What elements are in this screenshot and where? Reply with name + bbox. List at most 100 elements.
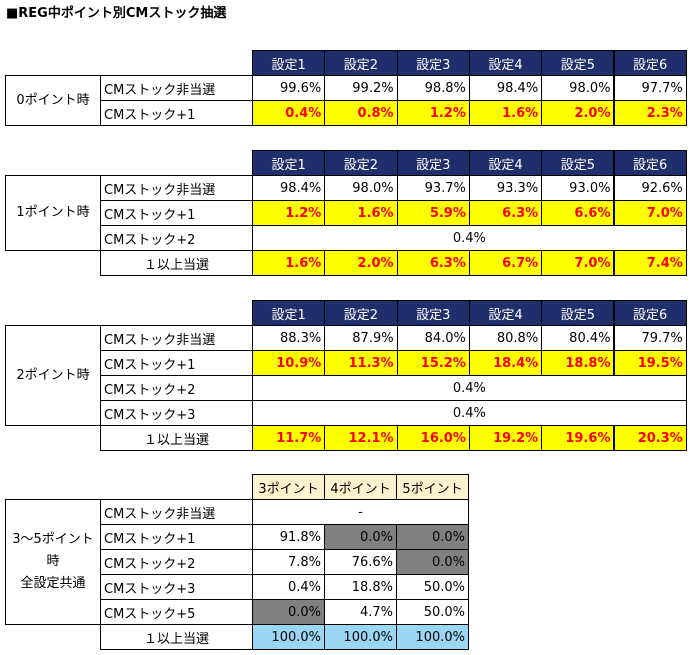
group-label-line: 1ポイント時 <box>16 205 90 220</box>
cell: 0.0% <box>324 524 397 550</box>
cell: 5.9% <box>396 200 470 226</box>
row-label: CMストック非当選 <box>100 499 253 525</box>
cell: 87.9% <box>324 325 398 351</box>
cell: 1.6% <box>252 250 326 276</box>
cell: 76.6% <box>324 549 397 575</box>
column-header: 設定2 <box>324 50 398 76</box>
column-header: 設定1 <box>252 300 326 326</box>
row-label: CMストック+2 <box>100 549 253 575</box>
cell: 19.5% <box>613 350 687 376</box>
row-label: １以上当選 <box>100 425 253 451</box>
column-header: 設定4 <box>468 300 543 326</box>
cell: 18.8% <box>324 574 397 600</box>
cell: 6.3% <box>468 200 543 226</box>
cell: 0.0% <box>396 524 469 550</box>
cell: 18.4% <box>468 350 543 376</box>
cell: 99.2% <box>324 75 398 101</box>
cell: 15.2% <box>396 350 470 376</box>
cell: 1.2% <box>252 200 326 226</box>
cell: 10.9% <box>252 350 326 376</box>
cell: 0.0% <box>396 549 469 575</box>
cell: 92.6% <box>613 175 687 201</box>
cell: 91.8% <box>252 524 325 550</box>
group-label-line: 全設定共通 <box>20 576 86 591</box>
cell: 0.4% <box>252 400 687 426</box>
column-header: 設定3 <box>396 150 470 176</box>
cell: 99.6% <box>252 75 326 101</box>
cell: 98.4% <box>468 75 543 101</box>
cell: 2.3% <box>613 100 687 126</box>
group-label-line: 0ポイント時 <box>16 92 90 108</box>
cell: 19.6% <box>541 425 615 451</box>
cell: 7.8% <box>252 549 325 575</box>
column-header: 設定2 <box>324 300 398 326</box>
cell: 93.7% <box>396 175 470 201</box>
cell: 7.4% <box>613 250 687 276</box>
cell: 0.4% <box>252 100 326 126</box>
cell: 0.4% <box>252 375 687 401</box>
column-header: 設定6 <box>613 300 687 326</box>
row-label: CMストック非当選 <box>100 325 253 351</box>
cell: 100.0% <box>324 624 397 650</box>
column-header: 設定3 <box>396 50 470 76</box>
row-label: CMストック+1 <box>100 350 253 376</box>
cell: 6.6% <box>541 200 615 226</box>
row-label: CMストック非当選 <box>100 175 253 201</box>
cell: 7.0% <box>613 200 687 226</box>
column-header: 設定3 <box>396 300 470 326</box>
cell: 1.2% <box>396 100 470 126</box>
cell: 6.7% <box>468 250 543 276</box>
column-header: 設定4 <box>468 150 543 176</box>
row-label: CMストック非当選 <box>100 75 253 101</box>
cell: 0.0% <box>252 599 325 625</box>
cell: 88.3% <box>252 325 326 351</box>
cell: 2.0% <box>541 100 615 126</box>
cell: 93.3% <box>468 175 543 201</box>
cell: - <box>252 499 469 525</box>
group-label: 3〜5ポイント時 全設定共通 <box>5 499 101 625</box>
cell: 12.1% <box>324 425 398 451</box>
cell: 79.7% <box>613 325 687 351</box>
row-label: １以上当選 <box>100 624 253 650</box>
cell: 2.0% <box>324 250 398 276</box>
cell: 84.0% <box>396 325 470 351</box>
cell: 98.0% <box>324 175 398 201</box>
cell: 80.4% <box>541 325 615 351</box>
cell: 98.8% <box>396 75 470 101</box>
cell: 100.0% <box>252 624 325 650</box>
row-label: CMストック+2 <box>100 225 253 251</box>
cell: 98.4% <box>252 175 326 201</box>
cell: 50.0% <box>396 574 469 600</box>
column-header: 5ポイント <box>396 474 469 500</box>
cell: 11.7% <box>252 425 326 451</box>
group-label: 1ポイント時 <box>5 175 101 251</box>
page-title: ■REG中ポイント別CMストック抽選 <box>6 6 227 21</box>
cell: 0.4% <box>252 225 687 251</box>
cell: 0.8% <box>324 100 398 126</box>
row-label: CMストック+1 <box>100 100 253 126</box>
row-label: CMストック+2 <box>100 375 253 401</box>
row-label: CMストック+1 <box>100 200 253 226</box>
group-label: 0ポイント時 <box>5 75 101 126</box>
column-header: 設定4 <box>468 50 543 76</box>
column-header: 設定6 <box>613 50 687 76</box>
cell: 20.3% <box>613 425 687 451</box>
column-header: 設定6 <box>613 150 687 176</box>
cell: 16.0% <box>396 425 470 451</box>
cell: 6.3% <box>396 250 470 276</box>
row-label: １以上当選 <box>100 250 253 276</box>
group-label: 2ポイント時 <box>5 325 101 426</box>
cell: 50.0% <box>396 599 469 625</box>
column-header: 設定1 <box>252 150 326 176</box>
cell: 98.0% <box>541 75 615 101</box>
column-header: 4ポイント <box>324 474 397 500</box>
cell: 1.6% <box>324 200 398 226</box>
cell: 0.4% <box>252 574 325 600</box>
column-header: 設定1 <box>252 50 326 76</box>
cell: 18.8% <box>541 350 615 376</box>
row-label: CMストック+1 <box>100 524 253 550</box>
column-header: 設定2 <box>324 150 398 176</box>
cell: 4.7% <box>324 599 397 625</box>
cell: 1.6% <box>468 100 543 126</box>
